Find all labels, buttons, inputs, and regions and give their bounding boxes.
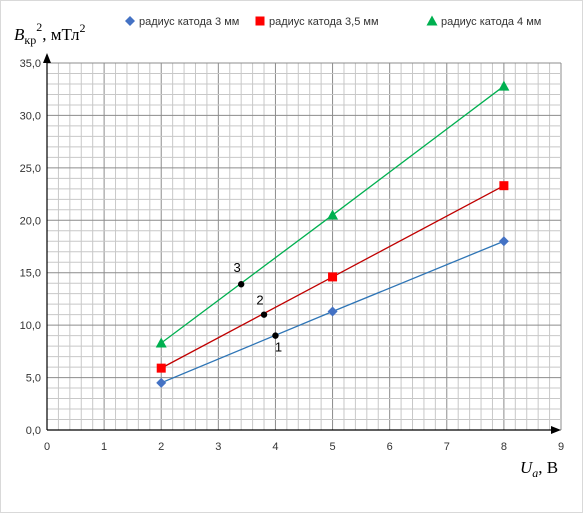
legend-item-1: радиус катода 3 мм: [125, 16, 239, 28]
annotation-label: 1: [275, 340, 282, 355]
x-tick-label: 2: [158, 441, 164, 453]
series-3: [155, 80, 510, 348]
x-tick-label: 3: [215, 441, 221, 453]
y-tick-label: 10,0: [20, 320, 41, 332]
x-tick-label: 7: [444, 441, 450, 453]
x-tick-label: 5: [329, 441, 335, 453]
data-point: [327, 209, 339, 220]
legend-item-2: радиус катода 3,5 мм: [255, 16, 379, 28]
tick-labels: 0 1 2 3 4 5 6 7 8 9 0,0 5,0 10,0 15,0 20,0 25,0 30,0 35,0: [20, 58, 564, 453]
data-point: [156, 363, 166, 373]
x-tick-label: 1: [101, 441, 107, 453]
y-tick-label: 20,0: [20, 215, 41, 227]
annotation-label: 2: [256, 293, 263, 308]
y-tick-label: 30,0: [20, 110, 41, 122]
data-point: [328, 272, 338, 282]
legend-marker: [125, 16, 135, 26]
x-tick-label: 6: [387, 441, 393, 453]
x-tick-label: 4: [272, 441, 278, 453]
data-point: [499, 181, 509, 191]
series-layer: [155, 80, 510, 388]
y-tick-label: 15,0: [20, 268, 41, 280]
data-point: [498, 80, 510, 91]
legend-marker: [426, 15, 438, 26]
data-point: [327, 306, 338, 317]
grid: [46, 62, 562, 431]
annotations: 1 2 3: [234, 260, 283, 354]
axes: [43, 53, 561, 434]
annotation-point: [260, 311, 268, 318]
y-tick-label: 25,0: [20, 163, 41, 175]
series-2: [156, 181, 509, 373]
annotation-point: [237, 281, 245, 288]
y-tick-label: 5,0: [26, 373, 41, 385]
legend-label: радиус катода 4 мм: [441, 16, 541, 28]
x-tick-label: 8: [501, 441, 507, 453]
series-1: [156, 236, 509, 388]
y-tick-label: 0,0: [26, 425, 41, 437]
legend-label: радиус катода 3 мм: [139, 16, 239, 28]
annotation-label: 3: [234, 260, 241, 275]
x-axis-title: Ua, В: [520, 458, 558, 480]
data-point: [156, 377, 167, 388]
legend-item-3: радиус катода 4 мм: [426, 15, 541, 28]
legend: радиус катода 3 мм радиус катода 3,5 мм ра…: [125, 15, 541, 28]
legend-label: радиус катода 3,5 мм: [269, 16, 379, 28]
annotation-point: [272, 332, 279, 339]
y-axis-title: Bкр2, мТл2: [14, 20, 86, 47]
x-tick-label: 0: [44, 441, 50, 453]
y-tick-label: 35,0: [20, 58, 41, 70]
x-tick-label: 9: [558, 441, 564, 453]
data-point: [498, 236, 509, 247]
data-point: [155, 337, 167, 348]
legend-marker: [255, 16, 265, 26]
